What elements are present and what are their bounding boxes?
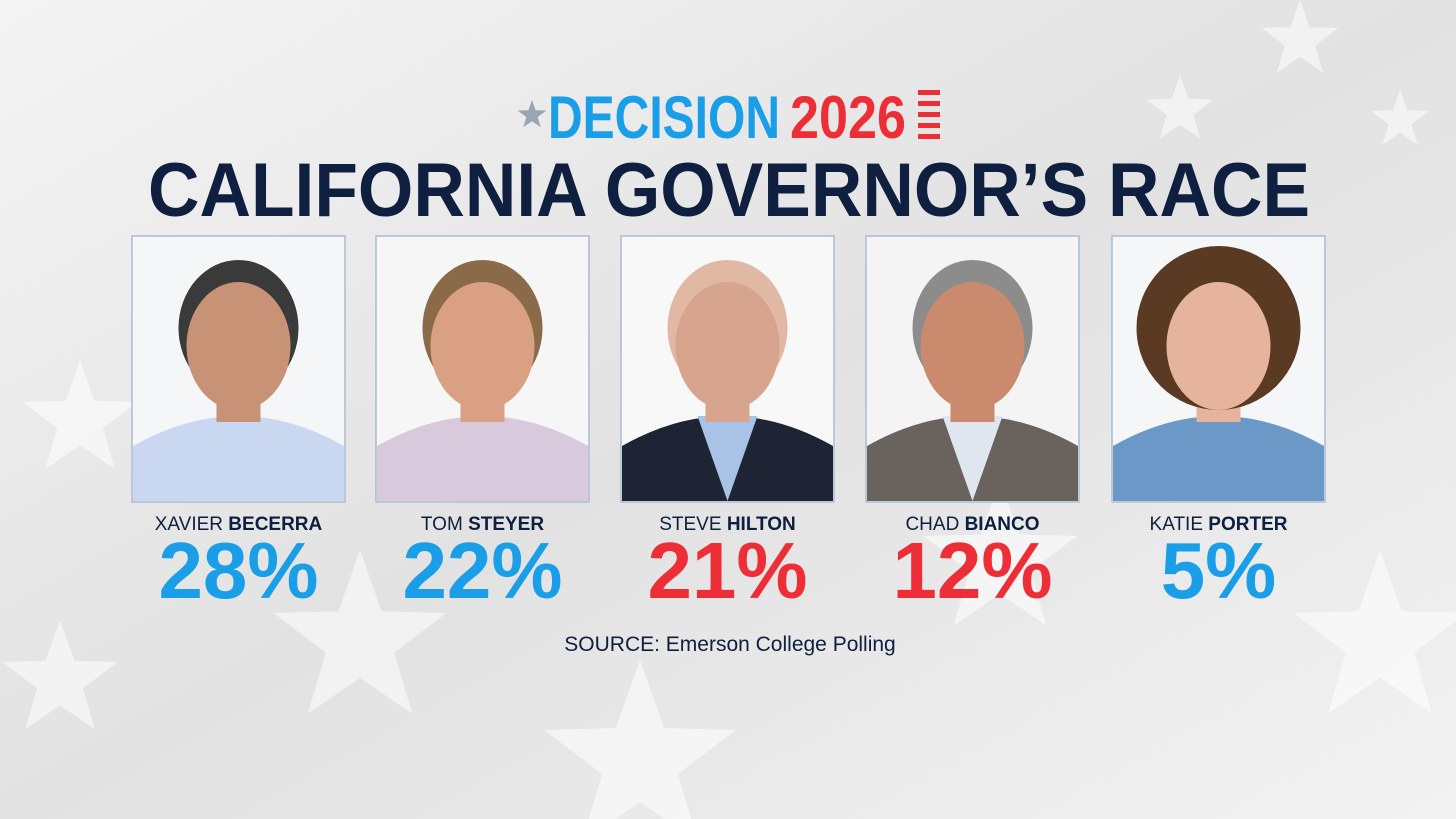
portrait-shirt — [697, 416, 758, 501]
logo-stripes — [918, 90, 940, 139]
portrait-body — [377, 416, 588, 501]
poll-percent: 5% — [1161, 526, 1277, 615]
poll-percent: 28% — [158, 526, 318, 615]
poll-percent: 22% — [402, 526, 562, 615]
portrait — [133, 260, 344, 501]
last-name: HILTON — [727, 514, 796, 535]
logo: DECISION 2026 — [517, 84, 940, 151]
first-name: TOM — [421, 514, 463, 535]
source: SOURCE: Emerson College Polling — [564, 633, 895, 656]
first-name: XAVIER — [155, 514, 223, 535]
portrait — [1113, 246, 1324, 501]
portrait-body — [1113, 416, 1324, 501]
portrait-face — [675, 282, 780, 410]
candidate-name: STEVE HILTON — [659, 514, 796, 535]
poll-percent: 21% — [647, 526, 807, 615]
portrait — [622, 260, 833, 501]
portrait-face — [920, 282, 1025, 410]
candidate-name: XAVIER BECERRA — [155, 514, 323, 535]
logo-year: 2026 — [790, 84, 906, 151]
last-name: STEYER — [468, 514, 544, 535]
title: CALIFORNIA GOVERNOR’S RACE — [148, 148, 1310, 233]
portrait — [867, 260, 1078, 501]
logo-word: DECISION — [548, 84, 780, 151]
portrait-face — [1166, 282, 1271, 410]
first-name: CHAD — [905, 514, 959, 535]
last-name: BECERRA — [228, 514, 322, 535]
first-name: STEVE — [659, 514, 721, 535]
candidate-name: KATIE PORTER — [1150, 514, 1288, 535]
candidate-name: TOM STEYER — [421, 514, 544, 535]
portrait-body — [133, 416, 344, 501]
portrait-shirt — [942, 416, 1003, 501]
last-name: PORTER — [1208, 514, 1287, 535]
last-name: BIANCO — [965, 514, 1040, 535]
candidate-name: CHAD BIANCO — [905, 514, 1039, 535]
portrait — [377, 260, 588, 501]
first-name: KATIE — [1150, 514, 1204, 535]
poll-percent: 12% — [892, 526, 1052, 615]
portrait-face — [430, 282, 535, 410]
portrait-face — [186, 282, 291, 410]
